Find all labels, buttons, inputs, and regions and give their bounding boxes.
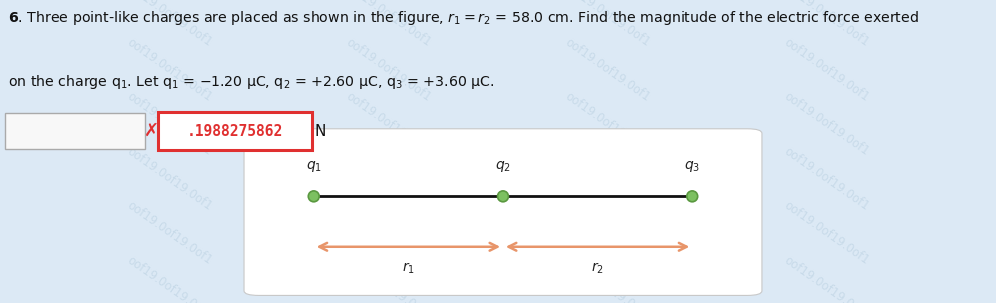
- Text: $\mathbf{6}$. Three point-like charges are placed as shown in the figure, $r_1 =: $\mathbf{6}$. Three point-like charges a…: [8, 9, 918, 27]
- Ellipse shape: [498, 191, 508, 202]
- Text: oof19.0of19.0of1: oof19.0of19.0of1: [344, 35, 433, 104]
- Text: oof19.0of19.0of1: oof19.0of19.0of1: [782, 145, 872, 213]
- Text: oof19.0of19.0of1: oof19.0of19.0of1: [563, 254, 652, 303]
- Text: oof19.0of19.0of1: oof19.0of19.0of1: [124, 35, 214, 104]
- Text: oof19.0of19.0of1: oof19.0of19.0of1: [563, 199, 652, 268]
- Text: oof19.0of19.0of1: oof19.0of19.0of1: [782, 0, 872, 49]
- Text: N: N: [315, 124, 326, 139]
- Text: oof19.0of19.0of1: oof19.0of19.0of1: [563, 145, 652, 213]
- Text: on the charge q$_1$. Let q$_1$ = $-$1.20 μC, q$_2$ = +2.60 μC, q$_3$ = +3.60 μC.: on the charge q$_1$. Let q$_1$ = $-$1.20…: [8, 73, 494, 91]
- Text: oof19.0of19.0of1: oof19.0of19.0of1: [124, 199, 214, 268]
- Text: oof19.0of19.0of1: oof19.0of19.0of1: [344, 0, 433, 49]
- Text: $q_3$: $q_3$: [684, 158, 700, 174]
- Text: ✗: ✗: [143, 122, 159, 140]
- Text: $r_1$: $r_1$: [401, 260, 415, 276]
- Text: oof19.0of19.0of1: oof19.0of19.0of1: [782, 90, 872, 158]
- Ellipse shape: [309, 191, 319, 202]
- Text: oof19.0of19.0of1: oof19.0of19.0of1: [563, 35, 652, 104]
- Text: oof19.0of19.0of1: oof19.0of19.0of1: [344, 254, 433, 303]
- FancyBboxPatch shape: [5, 113, 145, 149]
- Text: oof19.0of19.0of1: oof19.0of19.0of1: [124, 0, 214, 49]
- Text: oof19.0of19.0of1: oof19.0of19.0of1: [344, 199, 433, 268]
- Text: oof19.0of19.0of1: oof19.0of19.0of1: [124, 254, 214, 303]
- Text: $q_2$: $q_2$: [495, 158, 511, 174]
- Text: oof19.0of19.0of1: oof19.0of19.0of1: [563, 0, 652, 49]
- Text: oof19.0of19.0of1: oof19.0of19.0of1: [344, 145, 433, 213]
- Text: oof19.0of19.0of1: oof19.0of19.0of1: [563, 90, 652, 158]
- Text: $q_1$: $q_1$: [306, 158, 322, 174]
- Text: oof19.0of19.0of1: oof19.0of19.0of1: [124, 145, 214, 213]
- FancyBboxPatch shape: [158, 112, 312, 150]
- Text: .1988275862: .1988275862: [187, 124, 283, 139]
- Text: oof19.0of19.0of1: oof19.0of19.0of1: [782, 199, 872, 268]
- Ellipse shape: [687, 191, 697, 202]
- Text: $r_2$: $r_2$: [592, 260, 604, 276]
- Text: oof19.0of19.0of1: oof19.0of19.0of1: [124, 90, 214, 158]
- Text: oof19.0of19.0of1: oof19.0of19.0of1: [782, 35, 872, 104]
- Text: oof19.0of19.0of1: oof19.0of19.0of1: [344, 90, 433, 158]
- Text: oof19.0of19.0of1: oof19.0of19.0of1: [782, 254, 872, 303]
- FancyBboxPatch shape: [244, 129, 762, 295]
